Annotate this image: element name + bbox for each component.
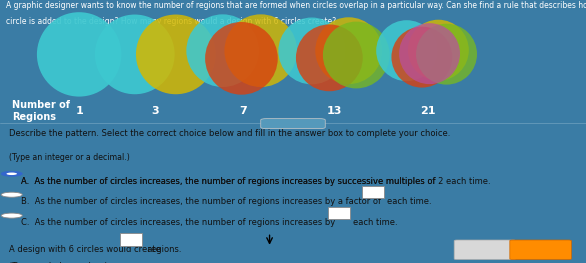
Text: circle is added to the design? How many regions would a design with 6 circles cr: circle is added to the design? How many …	[6, 17, 336, 26]
FancyBboxPatch shape	[454, 240, 516, 260]
Ellipse shape	[408, 20, 469, 81]
Text: (Type a whole number.): (Type a whole number.)	[9, 262, 108, 263]
FancyBboxPatch shape	[362, 186, 384, 198]
Ellipse shape	[315, 17, 382, 84]
Ellipse shape	[224, 14, 297, 87]
Text: Describe the pattern. Select the correct choice below and fill in the answer box: Describe the pattern. Select the correct…	[9, 129, 450, 138]
Ellipse shape	[296, 24, 363, 91]
Ellipse shape	[95, 14, 175, 94]
Text: 3: 3	[151, 106, 159, 116]
Circle shape	[1, 213, 22, 218]
FancyBboxPatch shape	[120, 233, 142, 246]
Text: 7: 7	[239, 106, 247, 116]
Ellipse shape	[136, 14, 216, 94]
Text: A design with 6 circles would create: A design with 6 circles would create	[9, 245, 163, 254]
Text: A graphic designer wants to know the number of regions that are formed when circ: A graphic designer wants to know the num…	[6, 1, 586, 10]
Ellipse shape	[323, 22, 390, 88]
Ellipse shape	[205, 22, 278, 95]
Ellipse shape	[391, 27, 452, 88]
Text: (Type an integer or a decimal.): (Type an integer or a decimal.)	[9, 153, 130, 162]
Text: 1: 1	[75, 106, 83, 116]
Circle shape	[1, 192, 22, 197]
Text: each time.: each time.	[387, 198, 431, 206]
Text: Check answer: Check answer	[516, 247, 565, 253]
Text: 13: 13	[326, 106, 342, 116]
Text: A.  As the number of circles increases, the number of regions increases by succe: A. As the number of circles increases, t…	[21, 176, 490, 186]
Circle shape	[6, 173, 17, 175]
Circle shape	[1, 171, 22, 176]
Text: Number of
Regions: Number of Regions	[12, 100, 70, 122]
Ellipse shape	[376, 20, 437, 81]
Text: B.  As the number of circles increases, the number of regions increases by a fac: B. As the number of circles increases, t…	[21, 198, 381, 206]
FancyBboxPatch shape	[510, 240, 571, 260]
Text: regions.: regions.	[145, 245, 181, 254]
Ellipse shape	[186, 14, 259, 87]
Text: A.  As the number of circles increases, the number of regions increases by succe: A. As the number of circles increases, t…	[21, 176, 438, 186]
Text: C.  As the number of circles increases, the number of regions increases by: C. As the number of circles increases, t…	[21, 218, 335, 227]
FancyBboxPatch shape	[261, 119, 325, 129]
FancyBboxPatch shape	[328, 206, 350, 219]
Text: each time.: each time.	[353, 218, 397, 227]
Ellipse shape	[399, 23, 460, 84]
Ellipse shape	[37, 12, 121, 97]
Text: 21: 21	[420, 106, 435, 116]
Ellipse shape	[278, 18, 345, 84]
Text: Clear all: Clear all	[471, 247, 499, 253]
Ellipse shape	[416, 24, 477, 85]
